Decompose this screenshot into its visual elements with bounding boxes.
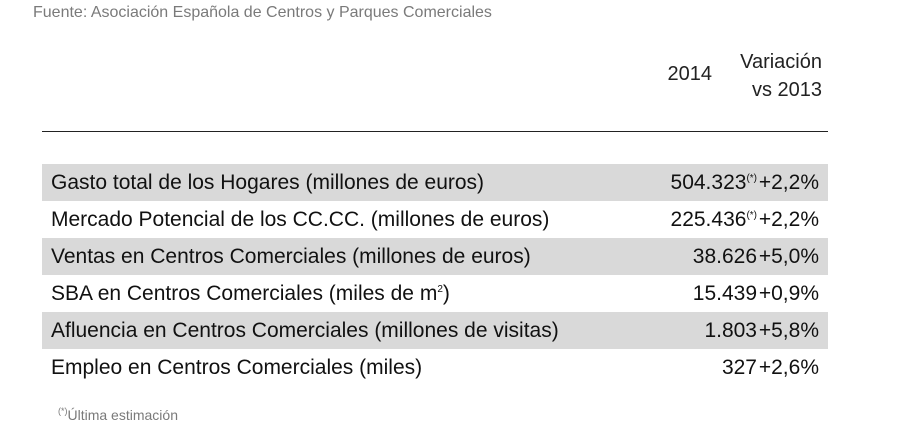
- row-label: Mercado Potencial de los CC.CC. (millone…: [51, 208, 550, 231]
- table-row: SBA en Centros Comerciales (miles de m2)…: [42, 275, 828, 312]
- row-change: +5,0%: [758, 245, 819, 268]
- row-value-number: 504.323: [670, 171, 747, 194]
- row-change: +2,2%: [758, 208, 819, 231]
- square-superscript: 2: [437, 284, 443, 295]
- row-label: Empleo en Centros Comerciales (miles): [51, 356, 423, 379]
- table-row: Gasto total de los Hogares (millones de …: [42, 164, 828, 201]
- row-value-number: 15.439: [692, 282, 757, 305]
- footnote: (*)Última estimación: [58, 406, 178, 424]
- estimate-mark: (*): [746, 173, 757, 184]
- row-label: SBA en Centros Comerciales (miles de m2): [51, 275, 450, 312]
- table-row: Mercado Potencial de los CC.CC. (millone…: [42, 201, 828, 238]
- row-value: 504.323(*): [582, 164, 757, 201]
- row-label-text: SBA en Centros Comerciales (miles de m: [51, 282, 438, 305]
- column-header-variation: Variación vs 2013: [714, 48, 822, 104]
- variation-header-line1: Variación: [740, 51, 822, 73]
- row-value: 327: [582, 349, 757, 386]
- row-value: 15.439: [582, 275, 757, 312]
- row-value-number: 225.436: [670, 208, 747, 231]
- footnote-text: Última estimación: [67, 407, 178, 423]
- data-table: Gasto total de los Hogares (millones de …: [42, 164, 828, 386]
- row-value-number: 327: [721, 356, 757, 379]
- header-divider: [42, 131, 828, 132]
- row-label-close: ): [442, 282, 450, 305]
- row-value: 38.626: [582, 238, 757, 275]
- table-row: Empleo en Centros Comerciales (miles) 32…: [42, 349, 828, 386]
- estimate-mark: (*): [746, 210, 757, 221]
- row-change: +0,9%: [758, 282, 819, 305]
- row-change: +2,2%: [758, 171, 819, 194]
- row-change: +5,8%: [758, 319, 819, 342]
- row-value-number: 38.626: [692, 245, 757, 268]
- footnote-mark: (*): [58, 406, 68, 416]
- row-label: Gasto total de los Hogares (millones de …: [51, 171, 485, 194]
- row-value: 1.803: [582, 312, 757, 349]
- row-value: 225.436(*): [582, 201, 757, 238]
- row-label: Afluencia en Centros Comerciales (millon…: [51, 319, 559, 342]
- source-caption: Fuente: Asociación Española de Centros y…: [33, 4, 492, 21]
- row-value-number: 1.803: [704, 319, 757, 342]
- row-label: Ventas en Centros Comerciales (millones …: [51, 245, 531, 268]
- column-header-year: 2014: [667, 63, 713, 85]
- variation-header-line2: vs 2013: [751, 79, 822, 101]
- row-change: +2,6%: [758, 356, 819, 379]
- table-row: Afluencia en Centros Comerciales (millon…: [42, 312, 828, 349]
- table-row: Ventas en Centros Comerciales (millones …: [42, 238, 828, 275]
